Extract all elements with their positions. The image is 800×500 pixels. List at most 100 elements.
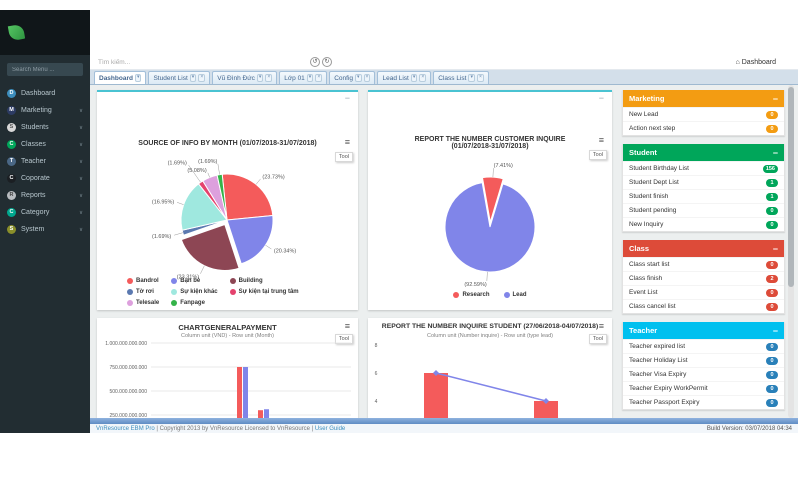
sidebar: D Dashboard M Marketing ∨ S Students ∨ C Classes ∨…	[0, 10, 90, 433]
panel-item-label: Teacher Holiday List	[629, 357, 688, 364]
collapse-button[interactable]: −	[772, 325, 778, 336]
panel-item-class-cancel-list[interactable]: Class cancel list 0	[623, 299, 784, 313]
footer-product-link[interactable]: VnResource EBM Pro	[96, 425, 155, 432]
collapse-button[interactable]: −	[772, 93, 778, 104]
sidebar-item-category[interactable]: C Category ∨	[0, 204, 90, 221]
tab-close-icon[interactable]: ×	[265, 74, 273, 82]
collapse-button[interactable]: −	[772, 147, 778, 158]
tab-lead-list[interactable]: Lead List ▾ ×	[377, 71, 432, 84]
legend-item-t-r-i[interactable]: Tờ rơi	[127, 286, 159, 297]
legend-marker	[229, 277, 236, 284]
tab-class-list[interactable]: Class List ▾ ×	[433, 71, 489, 84]
tab-close-icon[interactable]: ×	[315, 74, 323, 82]
legend-item-bandrol[interactable]: Bandrol	[127, 275, 159, 286]
panel-title: Class	[629, 244, 650, 253]
collapse-button[interactable]: −	[598, 93, 604, 103]
chart-menu-icon[interactable]: ≡	[344, 137, 350, 147]
sidebar-item-coporate[interactable]: C Coporate ∨	[0, 170, 90, 187]
sidebar-item-dashboard[interactable]: D Dashboard	[0, 85, 90, 102]
panel-item-new-lead[interactable]: New Lead 0	[623, 107, 784, 121]
count-badge: 0	[766, 356, 778, 365]
count-badge: 0	[766, 260, 778, 269]
panel-item-class-start-list[interactable]: Class start list 0	[623, 257, 784, 271]
tab-caret-icon[interactable]: ▾	[306, 74, 314, 82]
legend-item-telesale[interactable]: Telesale	[127, 297, 159, 308]
legend-label: Bạn bè	[180, 277, 201, 284]
chart-subtitle: Column unit (VND) - Row unit (Month)	[181, 333, 274, 339]
panel-item-label: Class finish	[629, 275, 663, 282]
sidebar-item-students[interactable]: S Students ∨	[0, 119, 90, 136]
collapse-button[interactable]: −	[344, 93, 350, 103]
tab-caret-icon[interactable]: ▾	[256, 74, 264, 82]
tab-l-p-01[interactable]: Lớp 01 ▾ ×	[279, 71, 328, 84]
panel-teacher: Teacher − Teacher expired list 0 Teacher Hol…	[622, 322, 785, 410]
breadcrumb[interactable]: ⌂ Dashboard	[736, 59, 776, 66]
chart-menu-icon[interactable]: ≡	[344, 321, 350, 331]
back-icon[interactable]: ↺	[310, 57, 320, 67]
tab-caret-icon[interactable]: ▾	[189, 74, 197, 82]
panel-item-action-next-step[interactable]: Action next step 0	[623, 121, 784, 135]
legend-label: Fanpage	[180, 299, 205, 306]
panel-item-student-dept-list[interactable]: Student Dept List 1	[623, 175, 784, 189]
scrollbar-thumb[interactable]	[788, 87, 794, 287]
sidebar-item-label: Dashboard	[21, 90, 56, 97]
pie-slice-t-r-i	[181, 219, 228, 236]
tab-dashboard[interactable]: Dashboard ▾	[94, 71, 147, 84]
tab-caret-icon[interactable]: ▾	[410, 74, 418, 82]
chart-menu-icon[interactable]: ≡	[598, 135, 604, 145]
sidebar-item-classes[interactable]: C Classes ∨	[0, 136, 90, 153]
tab-caret-icon[interactable]: ▾	[134, 74, 142, 82]
panel-item-teacher-expiry-workpermit[interactable]: Teacher Expiry WorkPermit 0	[623, 381, 784, 395]
tab-config[interactable]: Config ▾ ×	[329, 71, 376, 84]
panel-item-student-finish[interactable]: Student finish 1	[623, 189, 784, 203]
panel-item-teacher-expired-list[interactable]: Teacher expired list 0	[623, 339, 784, 353]
legend-item-lead[interactable]: Lead	[503, 292, 527, 298]
panel-item-class-finish[interactable]: Class finish 2	[623, 271, 784, 285]
sidebar-item-marketing[interactable]: M Marketing ∨	[0, 102, 90, 119]
tab-close-icon[interactable]: ×	[419, 74, 427, 82]
chevron-down-icon: ∨	[78, 124, 83, 131]
legend-item-fanpage[interactable]: Fanpage	[171, 297, 217, 308]
panel-item-student-birthday-list[interactable]: Student Birthday List 156	[623, 161, 784, 175]
tab-caret-icon[interactable]: ▾	[468, 74, 475, 82]
legend-item-s-ki-n-t-i-trung-t-m[interactable]: Sự kiện tại trung tâm	[229, 286, 299, 297]
collapse-button[interactable]: −	[772, 243, 778, 254]
tab-close-icon[interactable]: ×	[198, 74, 206, 82]
sidebar-item-label: Students	[21, 124, 49, 131]
sidebar-item-label: Category	[21, 209, 50, 216]
sidebar-item-label: Reports	[21, 192, 46, 199]
refresh-icon[interactable]: ↻	[322, 57, 332, 67]
legend-item-b-n-b-[interactable]: Bạn bè	[171, 275, 217, 286]
panel-item-teacher-visa-expiry[interactable]: Teacher Visa Expiry 0	[623, 367, 784, 381]
tab-close-icon[interactable]: ×	[477, 74, 484, 82]
chart-menu-icon[interactable]: ≡	[598, 321, 604, 331]
tab-close-icon[interactable]: ×	[363, 74, 371, 82]
tab-v-nh-c[interactable]: Vũ Đình Đức ▾ ×	[212, 71, 278, 84]
panel-item-label: Class cancel list	[629, 303, 676, 310]
legend-item-s-ki-n-kh-c[interactable]: Sự kiện khác	[171, 286, 218, 297]
sidebar-item-system[interactable]: S System ∨	[0, 221, 90, 238]
panel-item-teacher-passport-expiry[interactable]: Teacher Passport Expiry 0	[623, 395, 784, 409]
legend-item-building[interactable]: Building	[229, 275, 299, 286]
logo-area	[0, 10, 90, 55]
chart-subtitle: Column unit (Number inquire) - Row unit …	[427, 333, 553, 339]
panel-item-teacher-holiday-list[interactable]: Teacher Holiday List 0	[623, 353, 784, 367]
navbar-search-input[interactable]	[96, 57, 212, 67]
tab-student-list[interactable]: Student List ▾ ×	[148, 71, 211, 84]
footer-copyright: | Copyright 2013 by VnResource Licensed …	[156, 425, 314, 432]
pie-percent-label: (16.95%)	[152, 199, 174, 205]
chart-tool-tooltip: Tool	[334, 152, 353, 162]
pie-slice-b-n-b-	[226, 214, 274, 265]
panel-item-label: Student Birthday List	[629, 165, 689, 172]
panel-item-new-inquiry[interactable]: New Inquiry 0	[623, 217, 784, 231]
tab-caret-icon[interactable]: ▾	[355, 74, 362, 82]
vertical-scrollbar[interactable]	[788, 85, 794, 418]
legend-item-research[interactable]: Research	[453, 292, 490, 298]
panel-item-student-pending[interactable]: Student pending 0	[623, 203, 784, 217]
sidebar-search-input[interactable]	[7, 63, 83, 76]
y-axis-tick: 750.000.000.000	[109, 365, 147, 371]
sidebar-item-reports[interactable]: R Reports ∨	[0, 187, 90, 204]
footer-user-guide-link[interactable]: User Guide	[314, 425, 346, 432]
sidebar-item-teacher[interactable]: T Teacher ∨	[0, 153, 90, 170]
panel-item-event-list[interactable]: Event List 0	[623, 285, 784, 299]
